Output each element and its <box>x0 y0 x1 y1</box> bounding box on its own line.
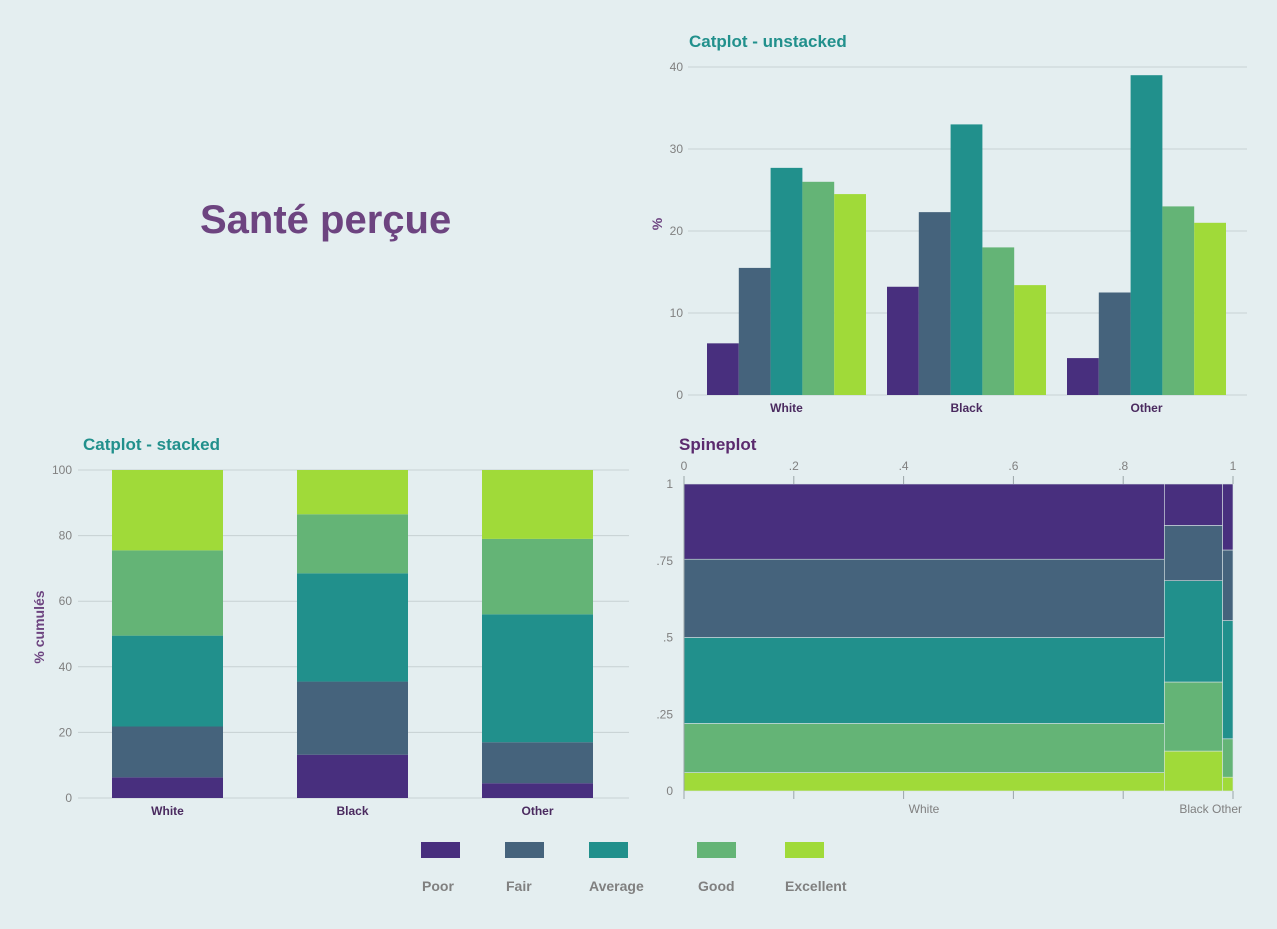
spine-tile-white-good <box>683 723 1165 773</box>
legend-label-poor: Poor <box>422 878 454 894</box>
spine-tile-black-average <box>1164 580 1223 683</box>
unstacked-ytick: 10 <box>670 306 684 320</box>
stacked-bar-other-good <box>482 538 593 615</box>
legend-swatch-poor <box>421 842 460 858</box>
legend-swatch-average <box>589 842 628 858</box>
stacked-ytick: 80 <box>59 529 73 543</box>
spine-xtick-category: Other <box>1212 802 1242 816</box>
unstacked-xtick: White <box>770 401 803 415</box>
spine-tile-white-fair <box>683 558 1165 638</box>
stacked-bar-white-excellent <box>112 470 223 551</box>
spine-ytick: 0 <box>666 784 673 798</box>
stacked-bar-black-fair <box>297 681 408 755</box>
unstacked-bar-other-fair <box>1098 292 1131 395</box>
unstacked-bar-other-good <box>1162 206 1195 395</box>
stacked-bar-black-excellent <box>297 470 408 515</box>
unstacked-bar-white-poor <box>707 343 739 395</box>
stacked-bar-black-average <box>297 573 408 682</box>
unstacked-bar-other-poor <box>1067 358 1099 395</box>
legend-label-good: Good <box>698 878 735 894</box>
unstacked-bar-white-fair <box>738 267 771 395</box>
main-title: Santé perçue <box>200 198 452 242</box>
stacked-xtick: Other <box>521 804 553 818</box>
stacked-bar-other-average <box>482 614 593 743</box>
unstacked-ytick: 20 <box>670 224 684 238</box>
spine-tile-white-average <box>683 637 1165 724</box>
legend-swatch-excellent <box>785 842 824 858</box>
spine-xtick-top: .8 <box>1118 459 1128 473</box>
stacked-ytick: 20 <box>59 725 73 739</box>
stacked-ytick: 100 <box>52 463 72 477</box>
spine-title: Spineplot <box>679 435 757 454</box>
stacked-xtick: Black <box>336 804 368 818</box>
legend-label-excellent: Excellent <box>785 878 847 894</box>
legend-swatch-fair <box>505 842 544 858</box>
unstacked-bar-other-excellent <box>1194 222 1226 395</box>
stacked-bar-other-excellent <box>482 470 593 539</box>
stacked-bar-white-poor <box>112 777 223 798</box>
spine-xtick-top: 0 <box>681 459 688 473</box>
unstacked-bar-other-average <box>1130 75 1163 395</box>
unstacked-bar-white-average <box>770 167 803 395</box>
spine-ytick: .5 <box>663 631 673 645</box>
stacked-bar-other-poor <box>482 783 593 798</box>
spine-tile-other-poor <box>1222 483 1234 551</box>
spine-ytick: .25 <box>656 707 673 721</box>
unstacked-bar-white-excellent <box>834 194 866 395</box>
spine-xtick-top: .4 <box>899 459 909 473</box>
unstacked-xtick: Other <box>1130 401 1162 415</box>
unstacked-bar-black-excellent <box>1014 285 1046 395</box>
stacked-chart: Catplot - stacked 0 20 40 60 80 100 % cumulés Wh… <box>31 435 629 818</box>
unstacked-ytick: 30 <box>670 142 684 156</box>
spine-tile-other-excellent <box>1222 776 1234 792</box>
spine-tile-other-average <box>1222 620 1234 740</box>
spine-xtick-top: 1 <box>1230 459 1237 473</box>
spine-xtick-top: .2 <box>789 459 799 473</box>
legend-swatches <box>421 842 824 858</box>
spine-tile-other-good <box>1222 738 1234 778</box>
unstacked-bar-white-good <box>802 181 835 395</box>
stacked-bar-white-average <box>112 635 223 727</box>
spine-ytick: .75 <box>656 554 673 568</box>
stacked-ytick: 60 <box>59 594 73 608</box>
stacked-bar-other-fair <box>482 742 593 784</box>
spine-tile-other-fair <box>1222 549 1234 621</box>
spine-xtick-category: Black <box>1179 802 1209 816</box>
spine-tile-white-poor <box>683 483 1165 560</box>
unstacked-ytick: 40 <box>670 60 684 74</box>
stacked-ylabel: % cumulés <box>31 590 47 663</box>
stacked-bar-white-good <box>112 550 223 636</box>
stacked-xtick: White <box>151 804 184 818</box>
unstacked-title: Catplot - unstacked <box>689 32 847 51</box>
unstacked-bar-black-poor <box>887 286 919 395</box>
unstacked-ylabel: % <box>649 217 665 230</box>
unstacked-xtick: Black <box>950 401 982 415</box>
spine-tile-black-fair <box>1164 525 1223 582</box>
unstacked-bar-black-fair <box>918 212 951 395</box>
unstacked-chart: Catplot - unstacked 0 10 20 30 40% White Black O… <box>649 32 1247 415</box>
spine-ytick: 1 <box>666 477 673 491</box>
legend-label-fair: Fair <box>506 878 532 894</box>
legend-swatch-good <box>697 842 736 858</box>
unstacked-ytick: 0 <box>676 388 683 402</box>
stacked-title: Catplot - stacked <box>83 435 220 454</box>
spine-xtick-category: White <box>909 802 940 816</box>
spine-tile-black-good <box>1164 681 1223 752</box>
stacked-bar-white-fair <box>112 726 223 778</box>
spine-xtick-top: .6 <box>1008 459 1018 473</box>
spine-tile-black-poor <box>1164 483 1223 526</box>
legend-label-average: Average <box>589 878 644 894</box>
spine-tile-white-excellent <box>683 772 1165 792</box>
unstacked-bar-black-good <box>982 247 1015 395</box>
stacked-bar-black-good <box>297 514 408 574</box>
stacked-ytick: 40 <box>59 660 73 674</box>
unstacked-bar-black-average <box>950 124 983 396</box>
spine-tile-black-excellent <box>1164 750 1223 792</box>
stacked-ytick: 0 <box>65 791 72 805</box>
stacked-bar-black-poor <box>297 754 408 798</box>
